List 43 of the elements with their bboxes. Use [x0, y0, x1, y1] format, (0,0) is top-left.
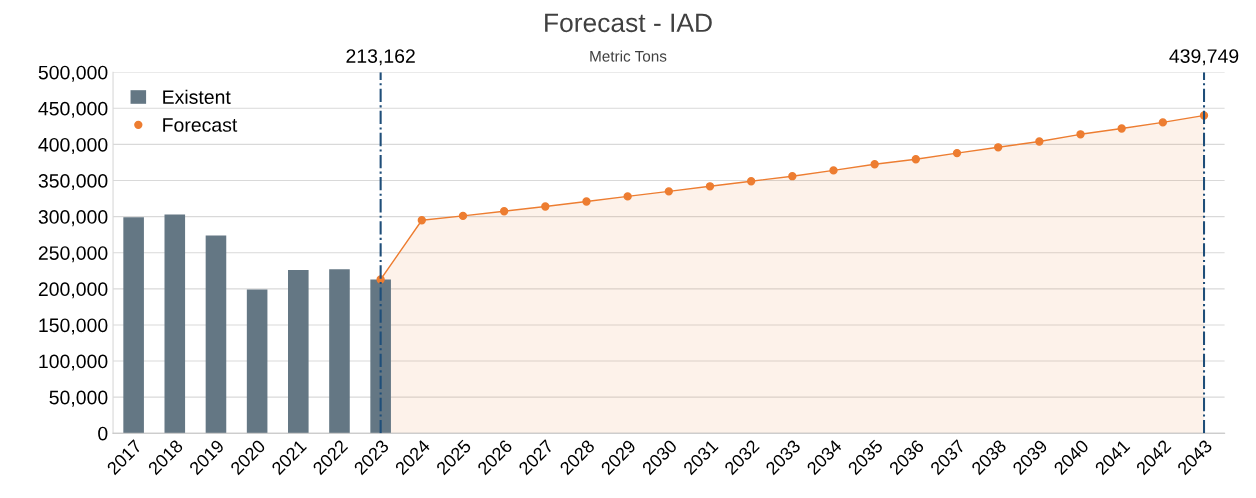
ref-line-label: 439,749	[1169, 49, 1239, 66]
point	[746, 177, 756, 186]
y-tick-label: 0	[98, 426, 108, 441]
point	[994, 143, 1003, 152]
bar	[205, 235, 227, 434]
y-tick-label: 250,000	[38, 246, 108, 263]
y-tick-label: 150,000	[39, 318, 108, 335]
y-tick-label: 100,000	[39, 354, 108, 371]
bar	[123, 217, 144, 434]
point	[911, 155, 921, 164]
point	[705, 182, 715, 191]
point	[1035, 137, 1044, 146]
legend-label: Existent	[163, 89, 231, 104]
chart-subtitle: Metric Tons	[590, 50, 667, 62]
point	[664, 187, 673, 196]
point	[499, 207, 509, 216]
point	[952, 148, 962, 158]
bar	[246, 289, 268, 434]
bar	[288, 270, 309, 434]
y-tick-label: 400,000	[38, 137, 108, 154]
y-tick-label: 50,000	[49, 390, 108, 407]
y-tick-label: 200,000	[38, 282, 108, 299]
point	[1117, 124, 1126, 133]
ref-line-label: 213,162	[346, 49, 415, 66]
point	[1158, 118, 1168, 127]
point	[541, 202, 550, 211]
y-tick-label: 450,000	[38, 101, 108, 118]
bar	[370, 279, 391, 434]
y-tick-label: 500,000	[38, 65, 108, 82]
point	[582, 197, 591, 206]
y-tick-label: 300,000	[38, 210, 108, 227]
y-tick-label: 350,000	[38, 173, 108, 191]
legend-label: Forecast	[163, 118, 238, 132]
point	[788, 172, 797, 181]
bar	[329, 269, 350, 434]
bar	[164, 214, 186, 434]
point	[870, 160, 879, 169]
point	[829, 166, 838, 175]
point	[417, 216, 426, 225]
chart-title: Forecast - IAD	[545, 13, 712, 33]
point	[1076, 130, 1085, 139]
point	[623, 192, 632, 201]
point	[458, 211, 468, 221]
